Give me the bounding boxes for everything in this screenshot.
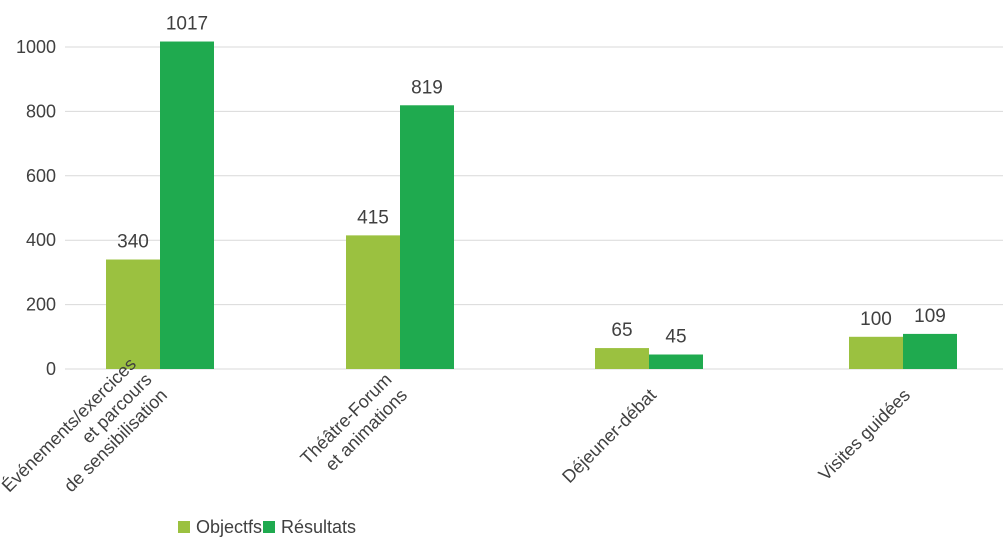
- legend-label: Résultats: [281, 517, 356, 537]
- bar: [849, 336, 903, 369]
- y-tick-label: 0: [46, 359, 56, 379]
- category-label-line: Déjeuner-débat: [558, 385, 660, 487]
- y-axis-ticks: 0 200 400 600 800 1000: [16, 37, 56, 379]
- legend-swatch: [178, 521, 190, 533]
- y-tick-label: 400: [26, 230, 56, 250]
- legend: Objectfs Résultats: [178, 517, 356, 537]
- data-label: 45: [665, 327, 686, 348]
- legend-swatch: [263, 521, 275, 533]
- bar: [595, 348, 649, 369]
- bar: [106, 259, 160, 369]
- data-label: 340: [117, 232, 149, 253]
- y-tick-label: 200: [26, 295, 56, 315]
- data-label: 109: [914, 306, 946, 327]
- data-label: 65: [611, 320, 632, 341]
- data-label: 1017: [166, 14, 208, 35]
- data-labels: 340 415 65 100 1017 819 45 109: [117, 14, 946, 348]
- y-tick-label: 600: [26, 166, 56, 186]
- category-label: Visites guidées: [815, 385, 915, 485]
- y-tick-label: 800: [26, 101, 56, 121]
- gridlines: [65, 46, 1003, 370]
- y-tick-label: 1000: [16, 37, 56, 57]
- bar: [400, 105, 454, 370]
- bar: [903, 333, 957, 369]
- bar: [160, 41, 214, 369]
- bars: [106, 41, 957, 370]
- bar: [649, 354, 703, 369]
- legend-label: Objectfs: [196, 517, 262, 537]
- data-label: 100: [860, 309, 892, 330]
- data-label: 415: [357, 207, 389, 228]
- category-label-line: Visites guidées: [815, 385, 915, 485]
- bar: [346, 235, 400, 369]
- category-label: Déjeuner-débat: [558, 385, 660, 487]
- data-label: 819: [411, 77, 443, 98]
